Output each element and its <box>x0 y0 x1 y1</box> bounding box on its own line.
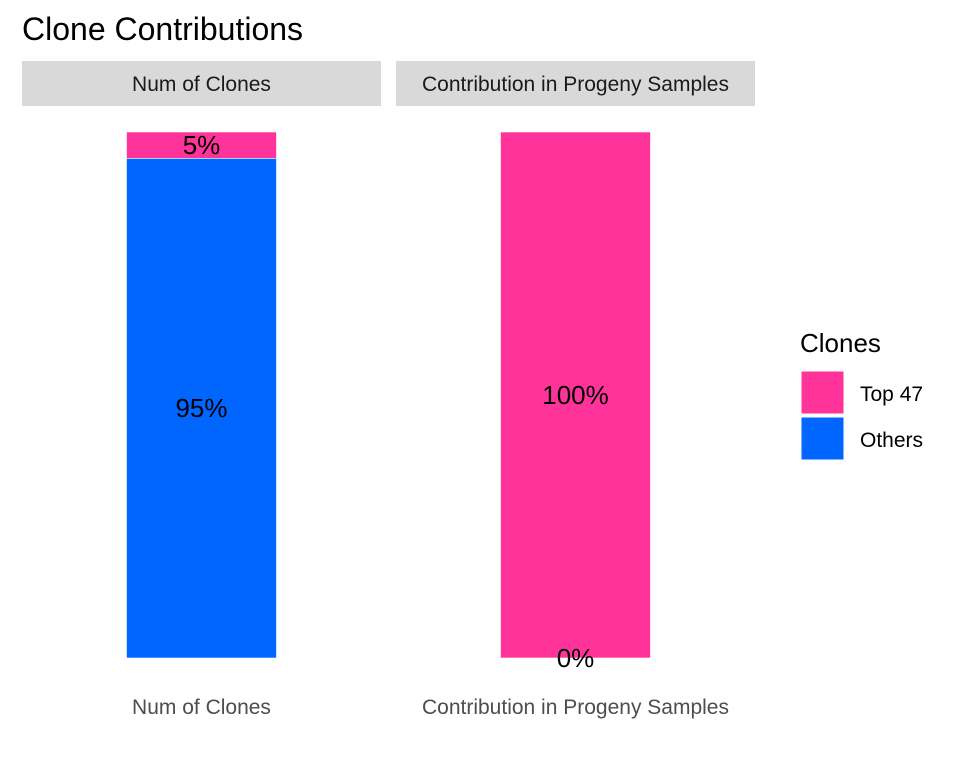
facet-strip-label: Contribution in Progeny Samples <box>422 73 729 96</box>
legend: Clones Top 47 Others <box>800 328 923 461</box>
bar-segment <box>126 131 277 159</box>
legend-swatch <box>800 416 845 461</box>
bar-segment <box>500 131 651 659</box>
data-label: 95% <box>175 393 227 423</box>
legend-label: Others <box>860 429 923 452</box>
facet-panel: Num of Clones 95% 5% Num of Clones <box>22 61 381 719</box>
data-label: 0% <box>557 643 595 673</box>
legend-swatch <box>800 370 845 415</box>
x-tick-label: Contribution in Progeny Samples <box>422 696 729 719</box>
x-tick-label: Num of Clones <box>132 696 271 719</box>
facet-strip <box>396 61 755 106</box>
legend-title: Clones <box>800 328 881 358</box>
legend-label: Top 47 <box>860 383 923 406</box>
facet-strip-label: Num of Clones <box>132 73 271 96</box>
data-label: 100% <box>542 380 609 410</box>
bar-segment <box>126 158 277 659</box>
facet-strip <box>22 61 381 106</box>
data-label: 5% <box>183 130 221 160</box>
facet-panel: Contribution in Progeny Samples 0% 100% Con… <box>396 61 755 719</box>
chart-title: Clone Contributions <box>22 11 303 47</box>
facet-panels: Num of Clones 95% 5% Num of Clones Contribut… <box>22 61 755 719</box>
